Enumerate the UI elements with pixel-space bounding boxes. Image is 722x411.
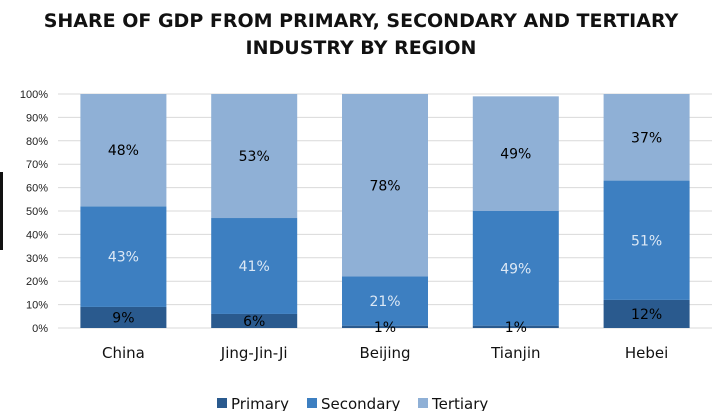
y-tick-label: 80% [26,136,48,148]
y-tick-label: 70% [26,159,48,171]
bar-tertiary-tianjin [472,96,559,211]
data-label: 1% [374,320,396,336]
bar-tertiary-hebei [603,94,690,181]
y-tick-label: 60% [26,183,48,195]
data-label: 43% [108,250,139,266]
left-edge-marker [0,172,3,250]
y-tick-label: 90% [26,112,48,124]
bar-tertiary-beijing [342,94,428,277]
data-label: 48% [108,143,139,159]
chart-title-line-2: INDUSTRY BY REGION [245,37,477,59]
data-label: 78% [369,178,400,194]
x-tick-label: Tianjin [490,344,540,362]
y-tick-label: 100% [20,89,48,101]
chart-title: SHARE OF GDP FROM PRIMARY, SECONDARY AND… [0,8,722,62]
data-label: 41% [239,259,270,275]
y-tick-label: 50% [26,206,48,218]
data-label: 37% [631,130,662,146]
bar-secondary-hebei [603,180,690,300]
bar-secondary-china [80,206,167,307]
legend-swatch-primary [217,398,227,408]
legend-label: Tertiary [431,395,488,411]
data-label: 53% [239,149,270,165]
legend: Primary Secondary Tertiary [217,395,488,411]
bar-tertiary-china [80,94,167,207]
bar-primary-tianjin [472,325,559,328]
x-tick-label: Hebei [625,344,668,362]
bar-secondary-jing-jin-ji [211,218,298,314]
y-tick-label: 20% [26,276,48,288]
x-tick-label: China [102,344,145,362]
chart-title-line-1: SHARE OF GDP FROM PRIMARY, SECONDARY AND… [43,10,679,32]
data-label: 21% [369,294,400,310]
y-tick-label: 40% [26,229,48,241]
x-tick-label: Beijing [359,344,410,362]
bars [80,94,690,328]
legend-swatch-secondary [307,398,317,408]
data-label: 49% [500,261,531,277]
bar-secondary-beijing [342,276,428,326]
bar-primary-china [80,306,167,328]
legend-label: Primary [231,395,289,411]
y-axis-tick-labels: 0% 10% 20% 30% 40% 50% 60% 70% 80% 90% 100% [20,89,48,335]
data-labels: 9% 43% 48% 6% 41% 53% 1% 21% 78% 1% 49% 49% 12% 51% 37… [108,130,662,336]
x-axis-tick-labels: China Jing-Jin-Ji Beijing Tianjin Hebei [102,344,668,362]
bar-primary-beijing [342,325,428,328]
y-tick-label: 30% [26,253,48,265]
data-label: 1% [505,320,527,336]
legend-swatch-tertiary [418,398,428,408]
data-label: 6% [243,314,265,330]
bar-primary-hebei [603,299,690,328]
y-tick-label: 0% [32,323,48,335]
data-label: 51% [631,233,662,249]
bar-primary-jing-jin-ji [211,313,298,328]
data-label: 49% [500,147,531,163]
bar-secondary-tianjin [472,211,559,326]
legend-label: Secondary [321,395,401,411]
data-label: 9% [112,310,134,326]
x-tick-label: Jing-Jin-Ji [220,344,288,362]
y-tick-label: 10% [26,300,48,312]
bar-tertiary-jing-jin-ji [211,94,298,219]
data-label: 12% [631,307,662,323]
